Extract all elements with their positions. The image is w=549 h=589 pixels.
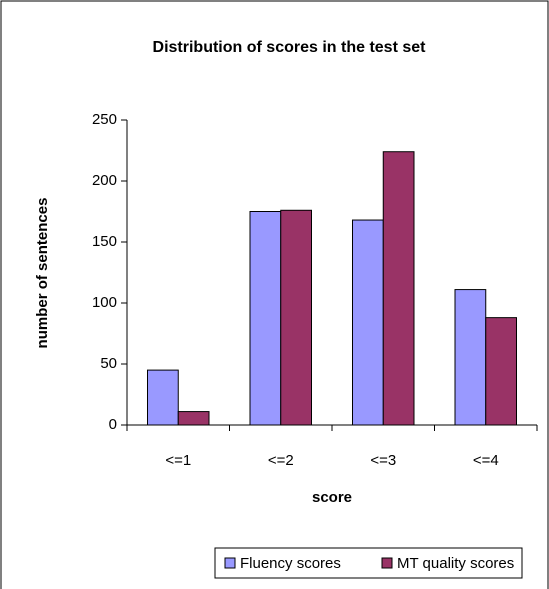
bar [454, 289, 487, 426]
x-tick-label: <=2 [268, 452, 294, 469]
y-tick-label: 50 [100, 355, 117, 372]
chart-title: Distribution of scores in the test set [153, 39, 427, 56]
y-tick-label: 250 [92, 111, 117, 128]
legend-box [214, 547, 523, 579]
y-tick-label: 200 [92, 172, 117, 189]
y-axis-label: number of sentences [34, 198, 51, 349]
bar [485, 317, 517, 426]
legend-swatch [381, 557, 393, 569]
x-axis-label: score [312, 489, 352, 506]
bar [280, 209, 312, 426]
bar [147, 369, 179, 426]
bar [382, 151, 415, 426]
legend-label: MT quality scores [397, 555, 514, 572]
bar [177, 411, 210, 426]
legend-label: Fluency scores [240, 555, 341, 572]
y-tick-label: 0 [109, 416, 117, 433]
x-tick-label: <=1 [165, 452, 191, 469]
y-tick-label: 150 [92, 233, 117, 250]
x-tick-label: <=4 [473, 452, 499, 469]
bar [352, 219, 384, 426]
y-tick-label: 100 [92, 294, 117, 311]
legend-swatch [224, 557, 236, 569]
x-tick-label: <=3 [370, 452, 396, 469]
bar [249, 211, 282, 426]
